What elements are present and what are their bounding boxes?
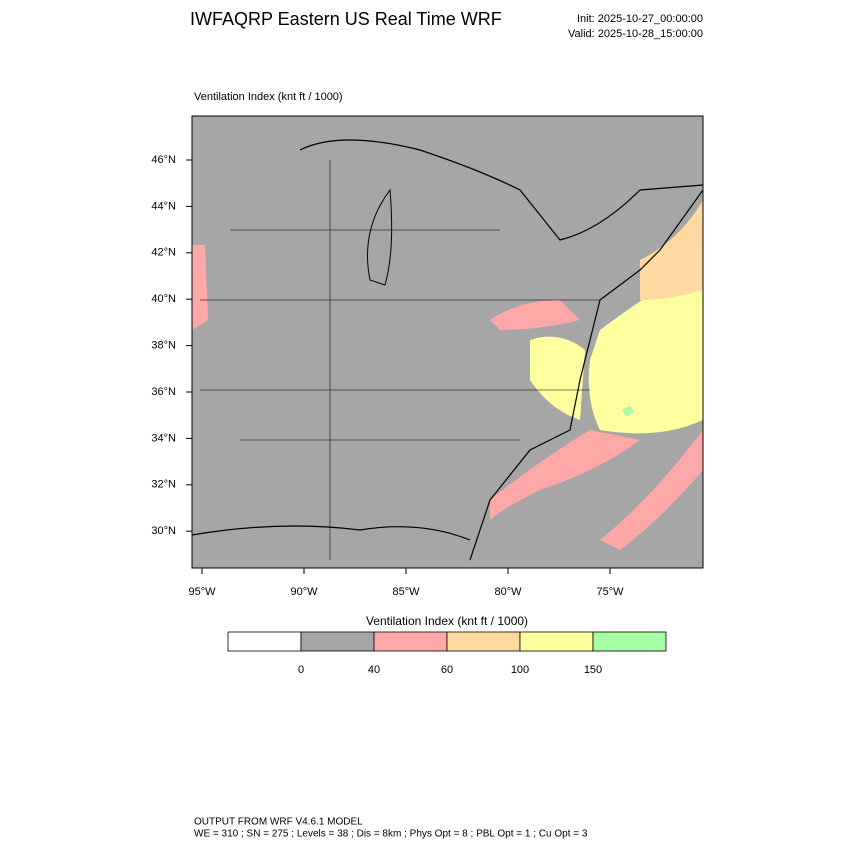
colorbar-box <box>592 631 667 652</box>
colorbar-box <box>519 631 594 652</box>
colorbar-title: Ventilation Index (knt ft / 1000) <box>366 614 528 628</box>
lon-label: 95°W <box>188 586 216 598</box>
lake-michigan <box>367 188 393 286</box>
atlantic-coast <box>469 189 703 561</box>
state-borders <box>200 160 600 560</box>
high-index-area <box>530 336 585 420</box>
moderate-index-area <box>640 200 703 300</box>
lat-label: 38°N <box>151 340 176 352</box>
colorbar-label: 0 <box>298 664 304 676</box>
gulf-coast <box>192 525 471 541</box>
elevated-index-area <box>490 300 580 330</box>
lat-label: 34°N <box>151 432 176 444</box>
map <box>191 115 704 569</box>
valid-time: Valid: 2025-10-28_15:00:00 <box>568 28 703 40</box>
colorbar-box <box>373 631 448 652</box>
map-frame <box>191 115 704 569</box>
lat-label: 42°N <box>151 247 176 259</box>
lon-label: 85°W <box>392 586 420 598</box>
lat-label: 36°N <box>151 386 176 398</box>
lat-label: 30°N <box>151 525 176 537</box>
axis-labels: 46°N 44°N 42°N 40°N 38°N 36°N 34°N 32°N 30°N 95°W… <box>151 154 624 598</box>
lon-label: 80°W <box>494 586 522 598</box>
colorbar-label: 60 <box>441 664 453 676</box>
lat-label: 40°N <box>151 293 176 305</box>
footer-line: WE = 310 ; SN = 275 ; Levels = 38 ; Dis … <box>194 829 588 840</box>
elevated-index-area <box>192 245 208 330</box>
elevated-index-area <box>490 430 640 520</box>
colorbar: 0 40 60 100 150 <box>227 631 667 676</box>
lon-label: 75°W <box>596 586 624 598</box>
coastline <box>299 139 703 241</box>
high-index-area <box>588 260 703 434</box>
elevated-index-area <box>600 430 703 550</box>
colorbar-box <box>446 631 521 652</box>
lat-label: 44°N <box>151 200 176 212</box>
lat-label: 32°N <box>151 479 176 491</box>
very-high-index-area <box>622 406 634 417</box>
colorbar-box <box>227 631 302 652</box>
colorbar-box <box>300 631 375 652</box>
colorbar-label: 100 <box>511 664 529 676</box>
lat-label: 46°N <box>151 154 176 166</box>
title: IWFAQRP Eastern US Real Time WRF <box>190 9 502 29</box>
footer-line: OUTPUT FROM WRF V4.6.1 MODEL <box>194 817 363 828</box>
init-time: Init: 2025-10-27_00:00:00 <box>577 13 703 25</box>
colorbar-label: 150 <box>584 664 602 676</box>
map-label: Ventilation Index (knt ft / 1000) <box>194 91 343 103</box>
colorbar-label: 40 <box>368 664 380 676</box>
lon-label: 90°W <box>290 586 318 598</box>
